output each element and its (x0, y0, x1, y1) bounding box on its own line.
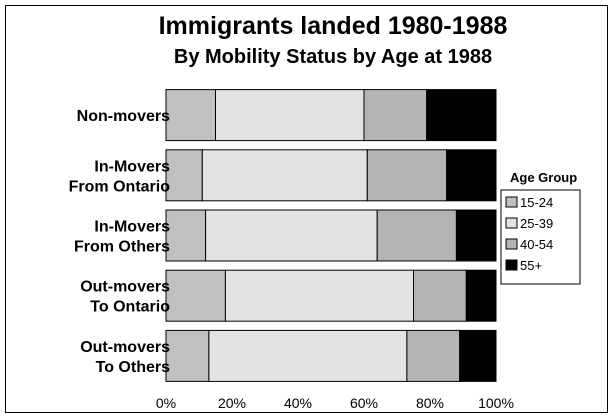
bar-segment-3-4 (455, 209, 497, 262)
legend-label-4: 55+ (520, 258, 542, 273)
bar-area (165, 89, 497, 382)
legend-swatch-4 (505, 259, 518, 271)
chart-title: Immigrants landed 1980-1988 (159, 12, 508, 40)
category-label-3-2: From Others (74, 239, 170, 256)
x-tick-label-2: 20% (218, 395, 246, 411)
bar-segment-4-3 (413, 269, 467, 322)
x-tick-label-4: 60% (350, 395, 378, 411)
x-tick-label-1: 0% (156, 395, 176, 411)
category-label-2-1: In-Movers (94, 158, 170, 175)
bar-segment-4-4 (465, 269, 497, 322)
legend-title: Age Group (510, 170, 577, 185)
bar-segment-2-2 (201, 149, 368, 202)
category-label-3-1: In-Movers (94, 219, 170, 236)
category-labels: Non-movers In-Movers From Ontario In-Movers… (69, 108, 171, 376)
bar-segment-5-1 (165, 329, 210, 382)
bar-segment-2-3 (366, 149, 447, 202)
legend-swatch-1 (505, 196, 518, 208)
legend-label-1: 15-24 (520, 195, 553, 210)
legend-label-2: 25-39 (520, 216, 553, 231)
bar-segment-1-4 (426, 89, 497, 142)
bar-segment-4-2 (224, 269, 414, 322)
bar-segment-5-3 (406, 329, 461, 382)
x-axis-ticks: 0% 20% 40% 60% 80% 100% (156, 395, 514, 411)
bar-segment-2-1 (165, 149, 203, 202)
category-label-2-2: From Ontario (69, 178, 171, 195)
bar-segment-3-1 (165, 209, 207, 262)
bar-segment-1-1 (165, 89, 216, 142)
category-label-1-1: Non-movers (77, 108, 170, 125)
x-tick-label-6: 100% (478, 395, 514, 411)
category-label-4-1: Out-movers (80, 279, 170, 296)
legend-swatch-3 (505, 238, 518, 250)
category-label-5-2: To Others (96, 359, 170, 376)
bar-segment-4-1 (165, 269, 226, 322)
x-tick-label-3: 40% (284, 395, 312, 411)
bar-segment-5-2 (208, 329, 408, 382)
category-label-4-2: To Ontario (90, 299, 170, 316)
bar-segment-1-2 (215, 89, 365, 142)
bar-segment-5-4 (459, 329, 497, 382)
legend: Age Group 15-24 25-39 40-54 55+ (500, 170, 581, 285)
chart-subtitle: By Mobility Status by Age at 1988 (174, 46, 492, 68)
legend-label-3: 40-54 (520, 237, 553, 252)
bar-segment-3-2 (205, 209, 378, 262)
bar-segment-3-3 (376, 209, 457, 262)
bar-segment-1-3 (363, 89, 428, 142)
bar-segment-2-4 (446, 149, 497, 202)
x-tick-label-5: 80% (416, 395, 444, 411)
category-label-5-1: Out-movers (80, 339, 170, 356)
legend-swatch-2 (505, 217, 518, 229)
